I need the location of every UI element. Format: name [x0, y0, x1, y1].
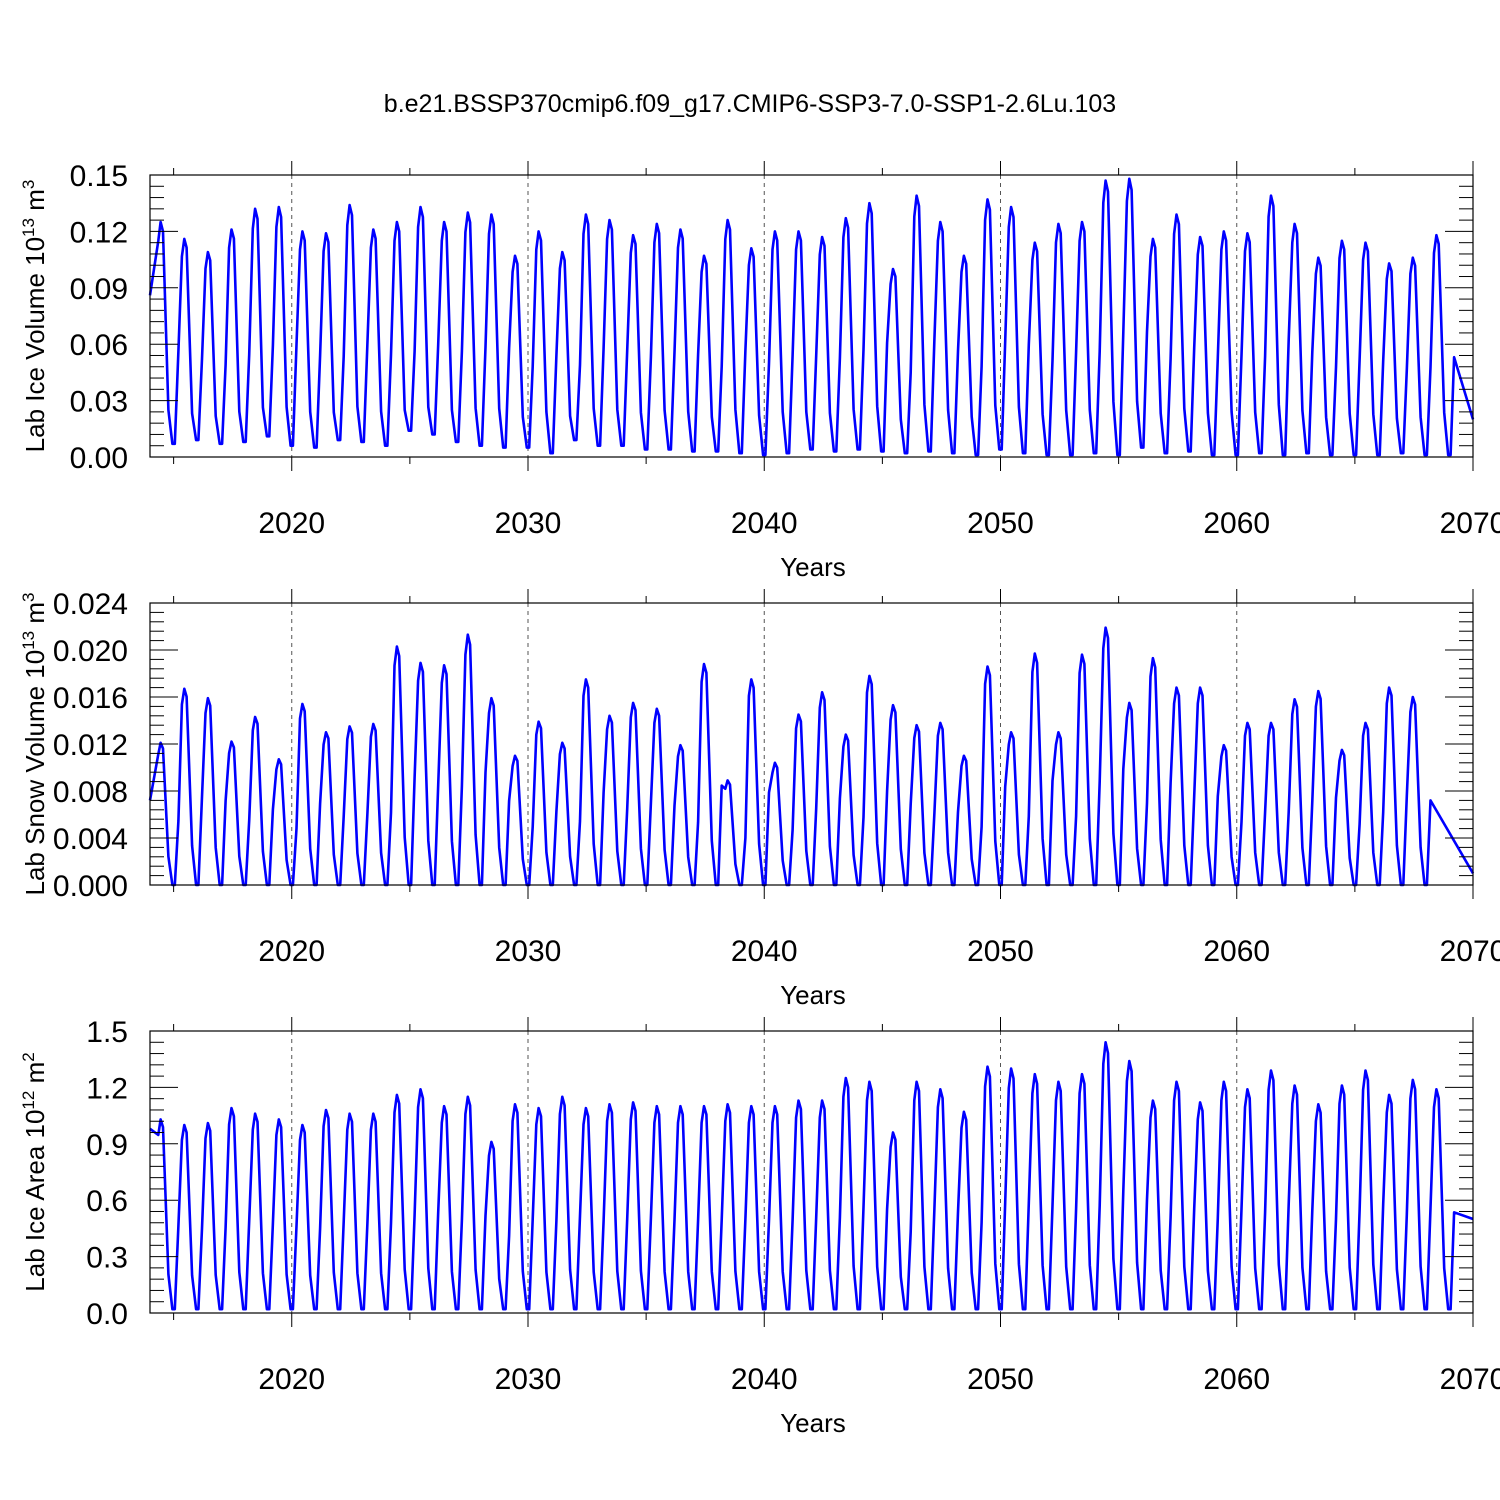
y-tick-label: 1.5	[86, 1016, 128, 1049]
x-tick-label: 2020	[258, 507, 325, 540]
y-axis-label-text: Lab Snow Volume 10	[20, 650, 50, 896]
data-series-line	[148, 177, 1475, 457]
y-tick-label: 0.012	[53, 729, 128, 762]
y-tick-label: 0.008	[53, 776, 128, 809]
y-tick-label: 0.000	[53, 870, 128, 903]
x-tick-label: 2050	[967, 1363, 1034, 1396]
y-axis-label: Lab Ice Volume 1013 m3	[19, 180, 50, 453]
x-tick-label: 2050	[967, 507, 1034, 540]
y-tick-label: 0.0	[86, 1298, 128, 1331]
x-axis-label: Years	[780, 1408, 846, 1438]
x-tick-label: 2060	[1203, 507, 1270, 540]
x-tick-label: 2030	[495, 1363, 562, 1396]
y-tick-label: 0.06	[70, 329, 128, 362]
y-axis-label-text: Lab Ice Area 10	[20, 1110, 50, 1292]
y-axis-label: Lab Snow Volume 1013 m3	[19, 592, 50, 895]
chart-panel-2: 0.000 0.004 0.008 0.012 0.016 0.020 0.024 2020 2…	[19, 588, 1500, 1010]
x-tick-label: 2030	[495, 507, 562, 540]
x-axis-label: Years	[780, 552, 846, 582]
y-axis-label-power: 13	[19, 631, 38, 650]
y-tick-label: 0.12	[70, 216, 128, 249]
x-tick-label: 2070	[1440, 1363, 1500, 1396]
y-axis-label: Lab Ice Area 1012 m2	[19, 1052, 50, 1291]
x-tick-label: 2020	[258, 935, 325, 968]
y-tick-label: 0.016	[53, 682, 128, 715]
x-tick-label: 2070	[1440, 507, 1500, 540]
y-tick-label: 0.004	[53, 823, 128, 856]
y-axis-label-unit-exp: 3	[19, 180, 38, 189]
x-tick-label: 2060	[1203, 935, 1270, 968]
y-tick-label: 0.9	[86, 1129, 128, 1162]
x-tick-label: 2040	[731, 935, 798, 968]
y-tick-label: 0.09	[70, 273, 128, 306]
y-tick-label: 0.15	[70, 160, 128, 193]
x-tick-label: 2060	[1203, 1363, 1270, 1396]
y-axis-label-power: 12	[19, 1091, 38, 1110]
y-axis-label-unit: m	[20, 189, 50, 218]
y-tick-label: 0.024	[53, 588, 128, 621]
y-axis-label-unit: m	[20, 602, 50, 631]
y-axis-label-unit-exp: 2	[19, 1052, 38, 1061]
y-tick-label: 0.03	[70, 386, 128, 419]
y-tick-label: 0.6	[86, 1185, 128, 1218]
y-axis-label-power: 13	[19, 218, 38, 237]
y-axis-label-unit: m	[20, 1062, 50, 1091]
chart-panel-3: 0.0 0.3 0.6 0.9 1.2 1.5 2020 2030 2040 2050 2060 20…	[19, 1016, 1500, 1438]
x-tick-label: 2020	[258, 1363, 325, 1396]
chart-panel-1: 0.00 0.03 0.06 0.09 0.12 0.15 2020 2030 2040 2050…	[19, 160, 1500, 582]
y-tick-label: 0.3	[86, 1242, 128, 1275]
plot-frame	[149, 1030, 1474, 1314]
x-tick-label: 2040	[731, 1363, 798, 1396]
x-tick-label: 2040	[731, 507, 798, 540]
x-tick-label: 2030	[495, 935, 562, 968]
plot-frame	[149, 174, 1474, 458]
x-tick-label: 2050	[967, 935, 1034, 968]
y-tick-label: 0.020	[53, 635, 128, 668]
y-axis-label-text: Lab Ice Volume 10	[20, 237, 50, 452]
data-series-line	[148, 626, 1475, 887]
x-tick-label: 2070	[1440, 935, 1500, 968]
y-axis-label-unit-exp: 3	[19, 592, 38, 601]
x-axis-label: Years	[780, 980, 846, 1010]
data-series-line	[149, 1041, 1474, 1311]
y-tick-label: 1.2	[86, 1072, 128, 1105]
chart-title: b.e21.BSSP370cmip6.f09_g17.CMIP6-SSP3-7.…	[384, 90, 1116, 118]
y-tick-label: 0.00	[70, 442, 128, 475]
